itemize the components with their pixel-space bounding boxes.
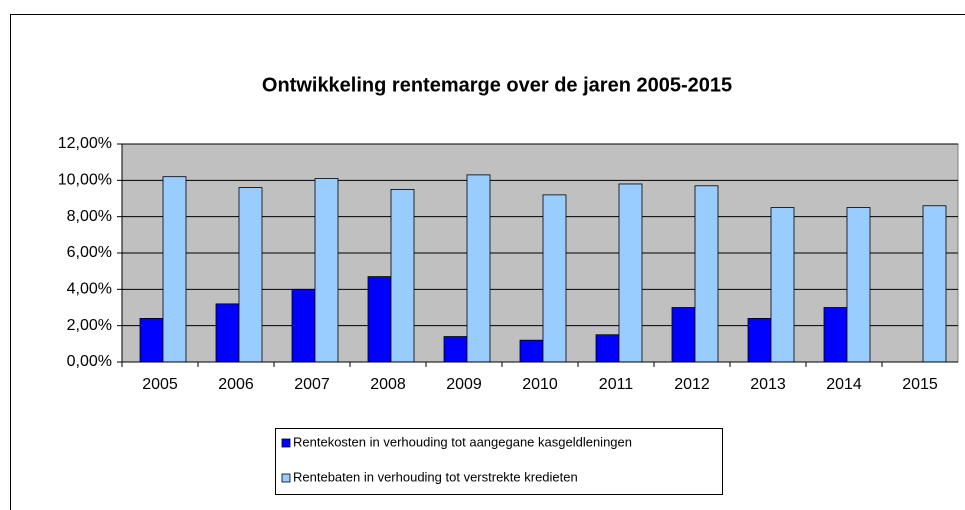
x-tick-label: 2013 [750, 376, 786, 393]
bar [443, 336, 468, 363]
legend-box [275, 428, 723, 495]
bar [542, 194, 567, 363]
x-tick-label: 2009 [446, 376, 482, 393]
bar [618, 183, 643, 363]
bar [215, 303, 240, 363]
bar [823, 307, 848, 363]
bar [747, 317, 772, 363]
x-tick-label: 2010 [522, 376, 558, 393]
y-tick-label: 4,00% [67, 281, 112, 298]
y-tick-label: 2,00% [67, 317, 112, 334]
bar [694, 185, 719, 363]
bar [139, 317, 164, 363]
x-tick-label: 2014 [826, 376, 862, 393]
bar [291, 288, 316, 363]
bar [519, 339, 544, 363]
x-tick-label: 2012 [674, 376, 710, 393]
y-tick-label: 6,00% [67, 244, 112, 261]
legend-swatch [281, 473, 291, 483]
y-tick-label: 0,00% [67, 353, 112, 370]
bar [367, 276, 392, 363]
legend-label: Rentekosten in verhouding tot aangegane … [293, 434, 632, 449]
x-tick-label: 2015 [902, 376, 938, 393]
bar [846, 207, 871, 363]
bar [238, 187, 263, 363]
bar [671, 307, 696, 363]
x-tick-label: 2011 [599, 376, 634, 393]
bar [770, 207, 795, 363]
bar [390, 189, 415, 363]
legend-swatch [281, 438, 291, 448]
x-tick-label: 2005 [142, 376, 178, 393]
bar [922, 205, 947, 363]
bar [595, 334, 620, 363]
bar [466, 174, 491, 363]
x-tick-label: 2007 [294, 376, 330, 393]
legend-label: Rentebaten in verhouding tot verstrekte … [293, 469, 578, 484]
y-tick-label: 10,00% [58, 172, 112, 189]
y-tick-label: 8,00% [67, 208, 112, 225]
bar [162, 176, 187, 363]
bar [314, 178, 339, 363]
x-tick-label: 2006 [218, 376, 254, 393]
x-tick-label: 2008 [370, 376, 406, 393]
y-tick-label: 12,00% [58, 135, 112, 152]
chart-title: Ontwikkeling rentemarge over de jaren 20… [262, 74, 732, 96]
